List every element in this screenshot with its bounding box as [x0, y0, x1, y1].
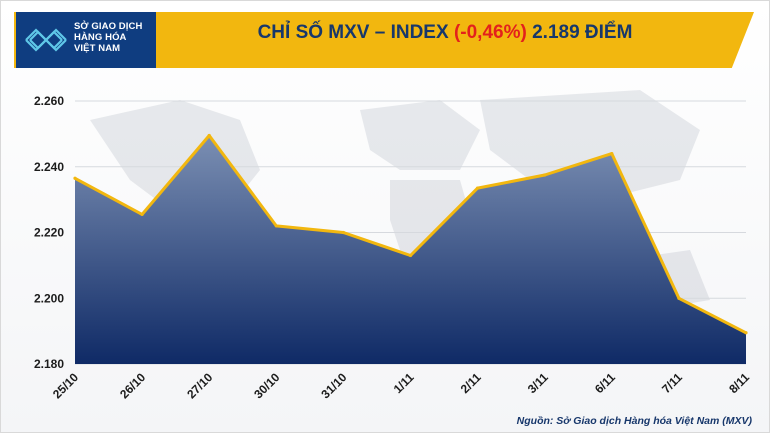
title-change: (-0,46%)	[453, 22, 527, 43]
x-tick-label: 26/10	[117, 370, 148, 401]
logo-line-1: SỞ GIAO DỊCH	[74, 21, 143, 32]
data-point	[408, 253, 413, 258]
x-tick-label: 7/11	[659, 370, 685, 396]
logo-box	[16, 12, 156, 68]
data-point	[476, 186, 480, 190]
data-point	[610, 152, 614, 156]
data-point	[543, 173, 547, 177]
y-tick-label: 2.200	[34, 291, 64, 305]
x-tick-label: 6/11	[592, 370, 618, 396]
logo-line-2: HÀNG HÓA	[74, 32, 127, 43]
data-point	[73, 176, 77, 180]
x-tick-label: 30/10	[251, 370, 282, 401]
data-point	[744, 331, 748, 335]
x-tick-label: 25/10	[50, 370, 81, 401]
x-tick-label: 27/10	[184, 370, 215, 401]
source-note: Nguồn: Sở Giao dịch Hàng hóa Việt Nam (M…	[516, 415, 752, 427]
data-point	[341, 230, 345, 235]
title-prefix: CHỈ SỐ MXV – INDEX	[257, 22, 449, 43]
mxv-logo-icon	[25, 28, 67, 52]
data-point	[140, 212, 144, 217]
x-tick-label: 8/11	[726, 370, 752, 396]
x-tick-label: 3/11	[525, 370, 551, 396]
x-tick-label: 1/11	[391, 370, 417, 396]
logo-text: SỞ GIAO DỊCH HÀNG HÓA VIỆT NAM	[74, 21, 142, 54]
y-tick-label: 2.180	[34, 357, 64, 371]
chart-title: CHỈ SỐ MXV – INDEX (-0,46%) 2.189 ĐIỂM	[165, 22, 725, 44]
series-area	[75, 135, 746, 364]
title-suffix: 2.189 ĐIỂM	[532, 22, 633, 43]
y-tick-label: 2.240	[34, 160, 64, 174]
data-point	[207, 133, 211, 138]
data-point	[274, 224, 278, 228]
y-tick-label: 2.220	[34, 226, 64, 240]
logo-line-3: VIỆT NAM	[74, 43, 121, 54]
x-tick-label: 31/10	[318, 370, 349, 401]
x-tick-label: 2/11	[458, 370, 484, 396]
data-point	[677, 296, 681, 300]
y-tick-label: 2.260	[34, 94, 64, 108]
